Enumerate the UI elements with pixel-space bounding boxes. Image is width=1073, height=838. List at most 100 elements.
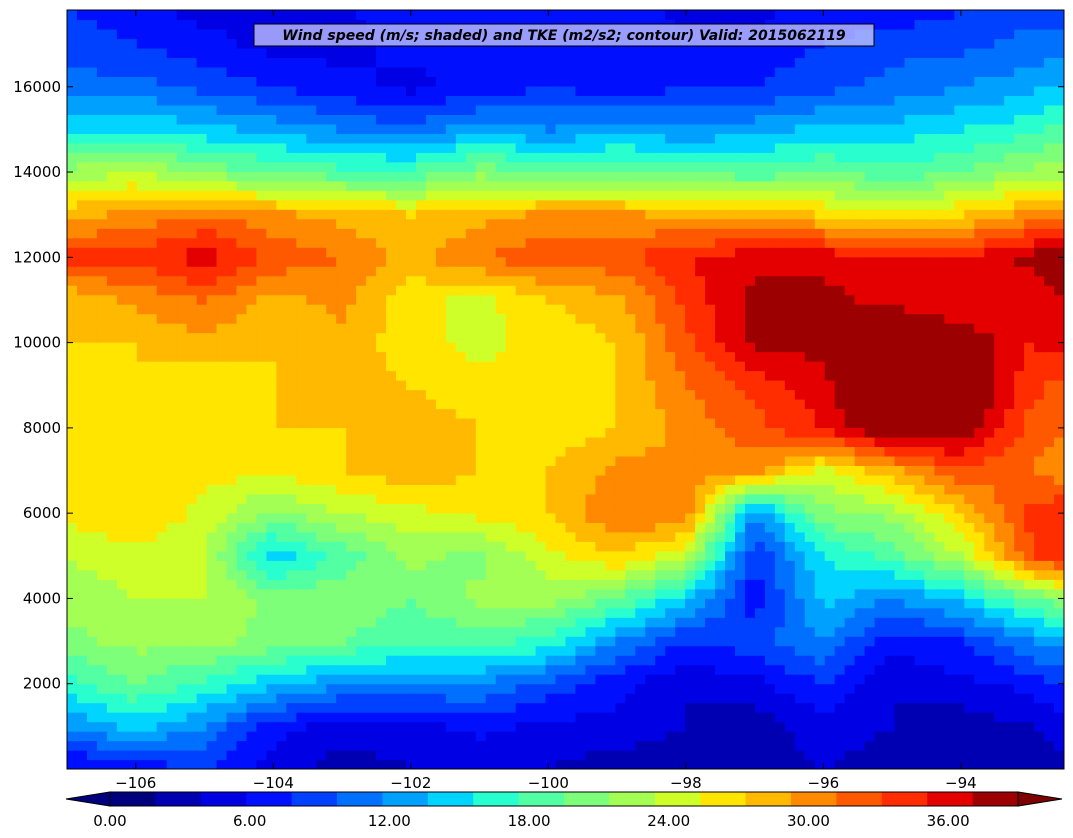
field-cell	[734, 617, 746, 628]
field-cell	[336, 493, 347, 504]
field-cell	[146, 693, 158, 704]
field-cell	[136, 380, 148, 391]
field-cell	[435, 750, 447, 761]
field-cell	[784, 389, 796, 400]
field-cell	[914, 550, 926, 561]
field-cell	[715, 664, 726, 675]
field-cell	[645, 522, 656, 533]
field-cell	[495, 304, 507, 315]
field-cell	[794, 750, 806, 761]
field-cell	[306, 712, 317, 723]
field-cell	[964, 389, 975, 400]
field-cell	[515, 380, 527, 391]
field-cell	[415, 455, 427, 466]
field-cell	[565, 617, 577, 628]
field-cell	[994, 750, 1005, 761]
field-cell	[136, 417, 148, 429]
field-cell	[575, 313, 587, 324]
field-cell	[116, 645, 128, 656]
field-cell	[306, 617, 317, 628]
field-cell	[86, 759, 98, 769]
field-cell	[96, 750, 108, 761]
field-cell	[804, 455, 816, 466]
field-cell	[256, 645, 267, 656]
field-cell	[1004, 674, 1015, 685]
field-cell	[286, 408, 297, 419]
field-cell	[136, 645, 148, 656]
field-cell	[565, 323, 577, 334]
field-cell	[76, 645, 88, 656]
field-cell	[396, 607, 407, 618]
field-cell	[854, 427, 866, 438]
field-cell	[844, 380, 856, 391]
field-cell	[595, 579, 606, 590]
field-cell	[884, 380, 896, 391]
field-cell	[186, 484, 198, 495]
field-cell	[884, 417, 896, 429]
field-cell	[1004, 731, 1015, 742]
field-cell	[575, 712, 587, 723]
field-cell	[445, 759, 457, 769]
field-cell	[515, 550, 527, 561]
field-cell	[346, 702, 357, 713]
field-cell	[266, 731, 277, 742]
field-cell	[485, 740, 497, 751]
field-cell	[695, 522, 706, 533]
field-cell	[246, 455, 258, 466]
field-cell	[575, 721, 587, 732]
field-cell	[405, 417, 417, 429]
field-cell	[206, 693, 218, 704]
field-cell	[984, 569, 995, 580]
field-cell	[894, 304, 906, 315]
field-cell	[405, 332, 417, 343]
field-cell	[964, 541, 975, 552]
field-cell	[555, 617, 567, 628]
field-cell	[475, 598, 487, 609]
field-cell	[86, 731, 98, 742]
field-cell	[734, 702, 746, 713]
field-cell	[844, 560, 856, 571]
field-cell	[904, 617, 916, 628]
field-cell	[605, 465, 616, 476]
field-cell	[396, 474, 407, 485]
field-cell	[1054, 370, 1064, 381]
field-cell	[236, 693, 248, 704]
field-cell	[326, 512, 337, 523]
field-cell	[725, 380, 736, 391]
field-cell	[944, 683, 955, 694]
field-cell	[894, 712, 906, 723]
field-cell	[665, 731, 676, 742]
field-cell	[475, 655, 487, 666]
field-cell	[625, 731, 636, 742]
field-cell	[1034, 351, 1045, 362]
field-cell	[266, 332, 277, 343]
field-cell	[944, 579, 955, 590]
field-cell	[655, 626, 666, 637]
field-cell	[1044, 455, 1055, 466]
field-cell	[655, 313, 666, 324]
field-cell	[485, 332, 497, 343]
field-cell	[964, 636, 975, 647]
field-cell	[705, 531, 716, 542]
field-cell	[575, 398, 587, 410]
field-cell	[824, 750, 836, 761]
field-cell	[1004, 304, 1015, 315]
field-cell	[396, 522, 407, 533]
field-cell	[814, 683, 826, 694]
field-cell	[316, 427, 327, 438]
field-cell	[226, 693, 238, 704]
field-cell	[695, 304, 706, 315]
field-cell	[844, 588, 856, 599]
field-cell	[864, 617, 876, 628]
field-cell	[146, 417, 158, 429]
field-cell	[346, 446, 357, 457]
field-cell	[346, 721, 357, 732]
field-cell	[425, 569, 437, 580]
field-cell	[106, 370, 118, 381]
field-cell	[316, 674, 327, 685]
field-cell	[455, 702, 467, 713]
field-cell	[146, 361, 158, 372]
field-cell	[904, 408, 916, 419]
field-cell	[196, 503, 208, 514]
field-cell	[555, 721, 567, 732]
